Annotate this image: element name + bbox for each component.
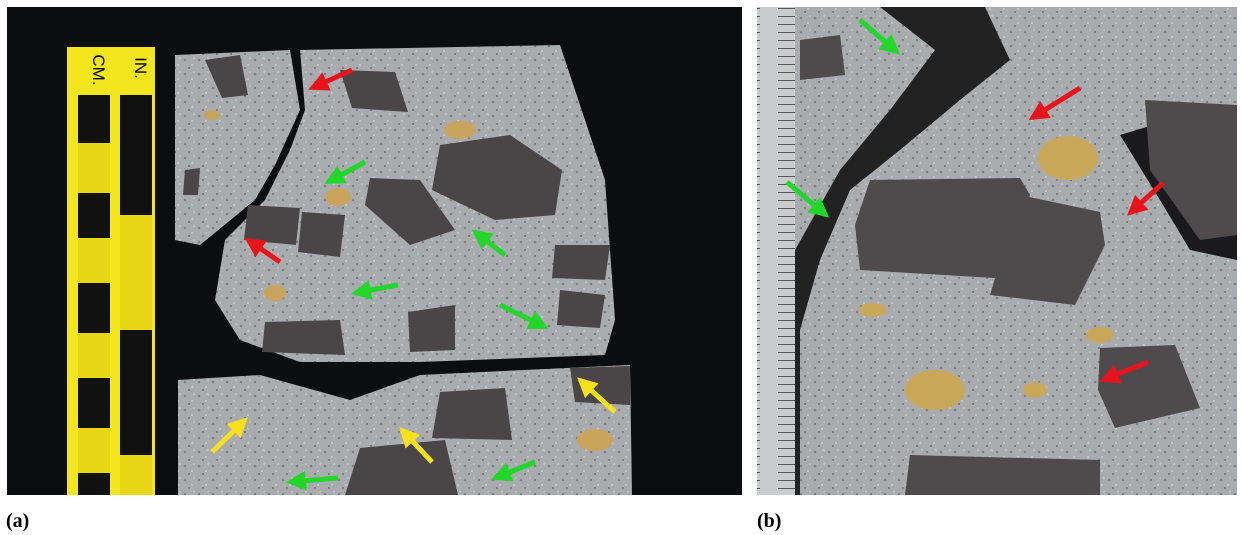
panel-b [757,7,1237,495]
page: CM. IN. [0,0,1243,535]
panel-a: CM. IN. [7,7,742,495]
scale-unit-in: IN. [131,57,150,79]
panel-label: (a) [6,510,29,532]
scale-bar: CM. IN. [67,47,155,495]
panel-label: (b) [757,510,781,532]
figure: CM. IN. [0,0,1243,535]
ruler [757,7,795,495]
scale-unit-cm: CM. [89,54,108,85]
